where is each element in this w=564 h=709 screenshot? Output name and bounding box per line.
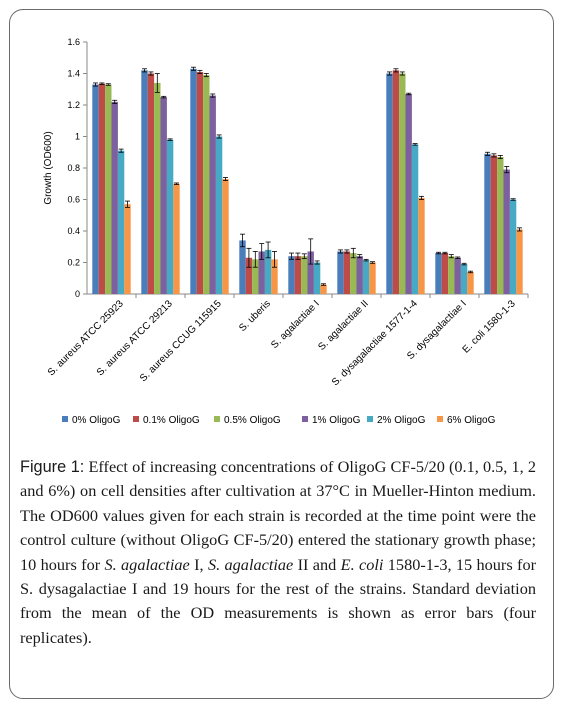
y-tick-label: 1.4 — [67, 69, 80, 79]
legend-swatch — [302, 416, 308, 422]
y-tick-label: 1.2 — [67, 100, 80, 110]
bar — [141, 70, 148, 294]
legend-swatch — [437, 416, 443, 422]
bar — [343, 251, 351, 294]
bar — [307, 251, 314, 294]
bar — [454, 257, 461, 294]
bar — [92, 84, 99, 295]
bar — [392, 70, 400, 294]
bar — [111, 101, 118, 294]
figure-label: Figure 1: — [20, 458, 85, 476]
x-category-label: S. agalactiae II — [316, 298, 371, 353]
bar — [245, 257, 253, 294]
bar — [448, 256, 455, 294]
figure-caption: Figure 1: Effect of increasing concentra… — [20, 455, 536, 650]
bar-chart: 0 0.2 0.4 0.6 0.8 1 1.2 1.4 1.6 Growth (OD600) S. … — [43, 37, 529, 426]
y-tick-label: 1.6 — [67, 37, 80, 47]
y-tick-label: 0.6 — [67, 195, 80, 205]
bar — [516, 229, 523, 294]
x-category-label: E. coli 1580-1-3 — [461, 298, 519, 356]
bar — [264, 249, 272, 294]
bar — [484, 153, 491, 294]
chart-legend: 0% OligoG 0.1% OligoG 0.5% OligoG 1% OligoG… — [62, 415, 496, 426]
bar — [105, 84, 112, 295]
bar — [173, 183, 180, 294]
y-tick-label: 0.2 — [67, 258, 80, 268]
x-category-label: S. uberis — [237, 298, 273, 334]
y-axis-title: Growth (OD600) — [43, 131, 54, 204]
bar — [497, 156, 504, 294]
bar — [147, 73, 155, 294]
bar — [460, 264, 468, 294]
legend-label: 2% OligoG — [377, 415, 426, 426]
caption-species-name: E. coli — [340, 554, 384, 574]
bar — [411, 144, 419, 294]
caption-text: I, — [189, 554, 208, 574]
bar — [166, 139, 174, 294]
bar — [435, 253, 442, 294]
caption-text: Effect of increasing concentrations of O… — [20, 457, 536, 574]
bar — [117, 150, 125, 294]
bar — [98, 83, 106, 294]
bar — [405, 93, 412, 294]
bar — [239, 240, 246, 294]
bar — [356, 256, 363, 294]
bar — [271, 259, 278, 294]
bar — [418, 197, 425, 294]
bar — [222, 179, 229, 294]
y-tick-label: 0.8 — [67, 163, 80, 173]
bar — [337, 251, 344, 294]
bar — [369, 262, 376, 294]
legend-label: 0% OligoG — [72, 415, 121, 426]
bar — [386, 73, 393, 294]
bar — [196, 71, 204, 294]
chart-bars — [92, 66, 523, 295]
bar — [503, 169, 510, 294]
bar — [209, 95, 216, 294]
caption-body: Effect of increasing concentrations of O… — [20, 457, 536, 647]
x-category-label: S. agalactiae I — [269, 298, 322, 351]
bar — [490, 155, 498, 294]
bar — [399, 73, 406, 294]
caption-text: II and — [293, 554, 341, 574]
bar — [252, 259, 259, 294]
x-category-label: S. aureus CCUG 115915 — [138, 298, 224, 384]
x-category-label: S. dysagalactiae 1577-1-4 — [330, 298, 420, 388]
caption-species-name: S. agalactiae — [104, 554, 190, 574]
bar — [190, 68, 197, 295]
y-tick-label: 0 — [75, 289, 80, 299]
caption-species-name: S. agalactiae — [207, 554, 294, 574]
caption-text: 1580-1-3, 15 hours for S. dysagalactiae … — [20, 554, 537, 647]
legend-label: 6% OligoG — [447, 415, 496, 426]
bar — [350, 253, 357, 294]
bar — [467, 271, 474, 294]
bar — [154, 82, 161, 294]
bar — [160, 97, 167, 294]
bar — [215, 136, 223, 294]
bar — [203, 75, 210, 294]
legend-swatch — [367, 416, 373, 422]
bar — [313, 262, 321, 294]
bar — [441, 253, 449, 294]
bar — [301, 256, 308, 294]
legend-label: 1% OligoG — [312, 415, 361, 426]
bar — [362, 260, 370, 294]
legend-label: 0.5% OligoG — [224, 415, 281, 426]
bar — [509, 199, 517, 294]
legend-swatch — [62, 416, 68, 422]
legend-swatch — [133, 416, 139, 422]
y-tick-label: 1 — [75, 132, 80, 142]
legend-label: 0.1% OligoG — [143, 415, 200, 426]
y-tick-label: 0.4 — [67, 226, 80, 236]
bar — [288, 256, 295, 294]
bar — [294, 256, 302, 294]
bar — [124, 204, 131, 294]
legend-swatch — [214, 416, 220, 422]
bar — [320, 284, 327, 294]
bar — [258, 251, 265, 294]
